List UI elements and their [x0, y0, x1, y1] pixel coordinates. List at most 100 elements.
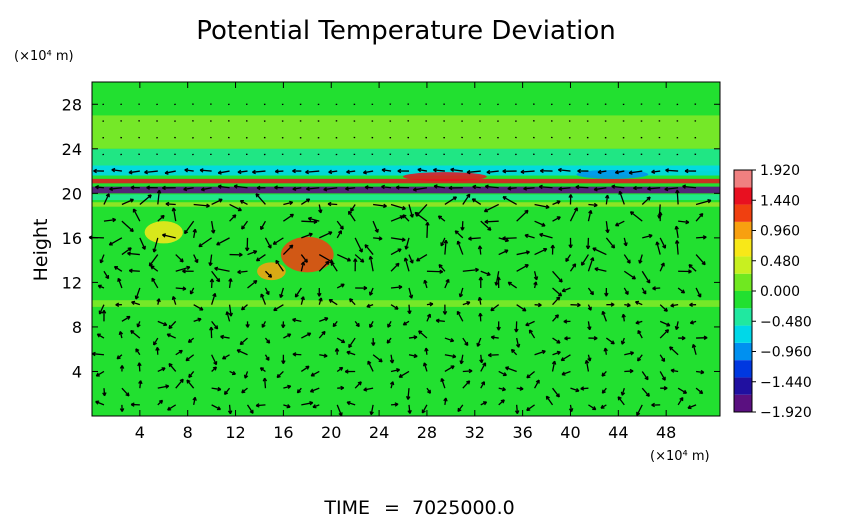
wind-vector: [390, 203, 406, 211]
wind-vector: [684, 168, 697, 174]
wind-vector: [175, 265, 191, 272]
wind-vector: [552, 287, 563, 297]
wind-vector: [292, 317, 302, 323]
wind-vector: [193, 254, 199, 264]
wind-vector: [255, 193, 266, 205]
wind-vector: [369, 287, 374, 296]
wind-vector: [487, 352, 499, 358]
wind-vector: [462, 368, 473, 374]
wind-vector: [533, 281, 538, 289]
wind-vector: [210, 221, 216, 234]
wind-vector: [259, 367, 266, 372]
wind-vector: [480, 362, 487, 372]
wind-vector: [381, 167, 392, 173]
wind-vector: [433, 184, 445, 189]
wind-vector: [280, 321, 286, 329]
wind-vector: [189, 287, 195, 295]
wind-vector: [350, 204, 356, 212]
wind-vector: [211, 386, 222, 392]
wind-vector: [565, 254, 572, 262]
wind-vector: [245, 321, 250, 328]
wind-vector: [319, 231, 333, 239]
wind-vector: [418, 330, 428, 339]
x-tick-label: 36: [512, 423, 532, 442]
wind-vector: [136, 321, 141, 328]
wind-vector: [641, 371, 649, 381]
wind-vector: [102, 388, 107, 397]
wind-vector: [677, 396, 684, 406]
wind-vector: [435, 318, 445, 323]
wind-vector: [274, 169, 284, 174]
wind-vector: [137, 362, 142, 372]
wind-vector: [480, 270, 491, 276]
wind-vector: [523, 186, 535, 191]
wind-vector: [144, 169, 158, 175]
wind-vector: [292, 186, 302, 192]
wind-vector: [255, 254, 266, 262]
wind-vector: [162, 233, 176, 239]
wind-vector: [157, 399, 164, 406]
wind-vector: [592, 247, 607, 256]
wind-vector: [480, 381, 485, 389]
wind-vector: [408, 204, 414, 218]
wind-vector: [348, 337, 356, 349]
wind-vector: [515, 337, 521, 348]
colorbar-swatch: [734, 291, 752, 309]
colorbar-swatch: [734, 221, 752, 240]
wind-vector: [601, 371, 607, 377]
wind-vector: [659, 262, 665, 272]
wind-vector: [319, 317, 329, 322]
footer: TIME = 7025000.0: [323, 497, 514, 519]
wind-vector: [638, 254, 643, 264]
wind-vector: [438, 264, 446, 272]
wind-vector: [138, 380, 143, 389]
wind-vector: [130, 329, 141, 339]
wind-vector: [471, 198, 482, 206]
wind-vector: [416, 254, 428, 262]
wind-vector: [264, 287, 270, 296]
wind-vector: [462, 301, 471, 306]
wind-vector: [624, 351, 635, 356]
wind-vector: [390, 237, 406, 242]
wind-vector: [252, 169, 266, 175]
colorbar-swatch: [734, 394, 752, 412]
wind-vector: [131, 300, 141, 306]
wind-vector: [570, 302, 581, 308]
wind-vector: [128, 268, 140, 273]
colorbar-tick-label: 1.440: [760, 193, 800, 209]
wind-vector: [526, 404, 535, 412]
wind-vector: [264, 354, 270, 361]
wind-vector: [239, 337, 248, 346]
wind-vector: [182, 268, 194, 274]
wind-vector: [456, 310, 464, 322]
x-tick-label: 12: [225, 423, 245, 442]
wind-vector: [166, 333, 176, 339]
wind-vector: [318, 260, 330, 272]
wind-vector: [407, 404, 412, 414]
wind-vector: [130, 402, 140, 407]
wind-vector: [349, 298, 356, 306]
wind-vector: [525, 320, 535, 327]
wind-vector: [498, 399, 505, 406]
wind-vector: [534, 220, 546, 227]
wind-vector: [587, 257, 595, 272]
wind-vector: [636, 404, 643, 416]
y-tick-label: 4: [72, 362, 82, 381]
wind-vector: [332, 320, 338, 328]
wind-vector: [220, 334, 230, 340]
wind-vector: [283, 333, 292, 339]
wind-vector: [310, 370, 320, 377]
wind-vector: [185, 354, 195, 362]
wind-vector: [408, 335, 418, 340]
colorbar-tick-label: −0.960: [760, 345, 812, 361]
wind-vector: [516, 386, 524, 391]
wind-vector: [318, 204, 323, 214]
wind-vector: [618, 190, 625, 205]
wind-vector: [691, 343, 697, 355]
wind-vector: [696, 335, 708, 341]
wind-vector: [670, 368, 679, 373]
wind-vector: [217, 184, 230, 189]
wind-vector: [405, 388, 411, 400]
wind-vector: [659, 237, 667, 249]
